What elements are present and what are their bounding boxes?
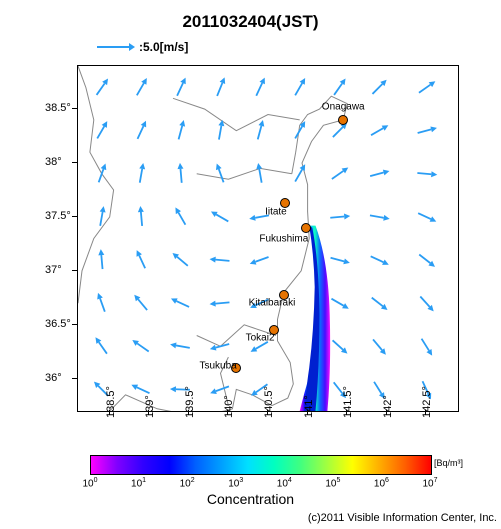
wind-arrow: [134, 77, 149, 97]
wind-arrow: [176, 119, 187, 140]
wind-arrow: [171, 251, 190, 268]
x-tick: 141°: [303, 395, 315, 418]
wind-arrow: [98, 249, 106, 269]
wind-arrow: [249, 254, 270, 266]
x-tick: 140°: [223, 395, 235, 418]
wind-arrow: [417, 79, 437, 95]
wind-arrow: [214, 76, 227, 97]
colorbar: [90, 455, 432, 475]
city-label: Fukushima: [259, 233, 308, 244]
colorbar-tick: 107: [422, 477, 437, 489]
y-tick: 36.5°: [45, 318, 71, 330]
wind-arrow: [371, 337, 388, 356]
colorbar-tick: 102: [180, 477, 195, 489]
x-tick: 141.5°: [342, 386, 354, 418]
y-tick: 37°: [45, 264, 62, 276]
wind-arrow: [332, 77, 348, 97]
wind-arrow: [209, 299, 229, 307]
wind-arrow: [131, 338, 151, 354]
wind-arrow: [331, 338, 350, 356]
chart-title: 2011032404(JST): [0, 12, 501, 32]
x-tick: 142°: [382, 395, 394, 418]
wind-arrow: [255, 162, 264, 183]
wind-arrow: [369, 168, 390, 179]
wind-arrow: [135, 119, 149, 140]
wind-arrow: [330, 255, 351, 266]
wind-arrow: [209, 384, 230, 396]
wind-arrow: [95, 292, 107, 313]
colorbar-tick: 106: [374, 477, 389, 489]
wind-arrow: [170, 296, 191, 310]
wind-arrow: [174, 76, 188, 97]
wind-arrow: [417, 210, 438, 224]
y-tick: 38.5°: [45, 102, 71, 114]
colorbar-tick: 105: [325, 477, 340, 489]
y-tick: 38°: [45, 156, 62, 168]
city-label: Onagawa: [322, 101, 365, 112]
colorbar-axis-label: Concentration: [0, 491, 501, 507]
wind-arrow: [370, 295, 389, 312]
colorbar-unit: [Bq/m³]: [434, 458, 463, 468]
city-marker: [301, 223, 311, 233]
wind-arrow: [369, 254, 390, 268]
y-tick: 36°: [45, 372, 62, 384]
colorbar-tick: 100: [82, 477, 97, 489]
wind-arrow: [418, 294, 436, 313]
wind-arrow: [330, 296, 350, 311]
x-tick: 139°: [144, 395, 156, 418]
y-tick: 37.5°: [45, 210, 71, 222]
wind-arrow: [134, 249, 148, 270]
wind-arrow: [330, 165, 350, 181]
wind-arrow: [177, 163, 185, 183]
x-tick: 142.5°: [421, 386, 433, 418]
wind-arrow: [137, 206, 145, 226]
map-panel: Onagawa Iitate Fukushima Kitaibaraki Tokai2 T…: [77, 65, 459, 412]
wind-arrow: [255, 119, 266, 140]
colorbar-tick: 103: [228, 477, 243, 489]
wind-arrow: [417, 170, 437, 178]
city-marker: [338, 115, 348, 125]
wind-arrow: [95, 120, 110, 140]
arrow-icon: [95, 40, 135, 54]
wind-arrow: [293, 163, 308, 183]
city-label: Iitate: [265, 206, 287, 217]
x-tick: 140.5°: [263, 386, 275, 418]
colorbar-tick: 101: [131, 477, 146, 489]
wind-arrow: [419, 337, 435, 357]
city-label: Kitaibaraki: [249, 298, 296, 309]
wind-arrow: [132, 293, 149, 312]
wind-arrow: [293, 77, 308, 97]
city-label: Tsukuba: [200, 360, 237, 371]
wind-arrow: [370, 78, 388, 96]
x-tick: 138.5°: [105, 386, 117, 418]
wind-arrow: [417, 252, 436, 269]
wind-arrow: [94, 77, 110, 97]
wind-arrow: [170, 341, 191, 350]
wind-arrow: [209, 256, 229, 264]
city-label: Tokai2: [246, 332, 275, 343]
wind-arrow: [93, 336, 109, 356]
wind-scale-label: :5.0[m/s]: [139, 40, 188, 54]
wind-arrow: [417, 125, 438, 136]
wind-arrow: [293, 120, 308, 140]
wind-arrow: [254, 76, 268, 97]
copyright-text: (c)2011 Visible Information Center, Inc.: [308, 512, 497, 524]
colorbar-tick: 104: [277, 477, 292, 489]
wind-arrow: [330, 213, 350, 221]
wind-arrow: [369, 212, 390, 221]
wind-arrow: [214, 162, 226, 183]
wind-arrow: [370, 123, 390, 138]
wind-arrow: [173, 206, 188, 226]
wind-arrow: [209, 209, 229, 224]
wind-scale-legend: :5.0[m/s]: [95, 40, 188, 54]
x-tick: 139.5°: [184, 386, 196, 418]
wind-arrow: [137, 162, 146, 183]
wind-arrow: [130, 382, 151, 396]
